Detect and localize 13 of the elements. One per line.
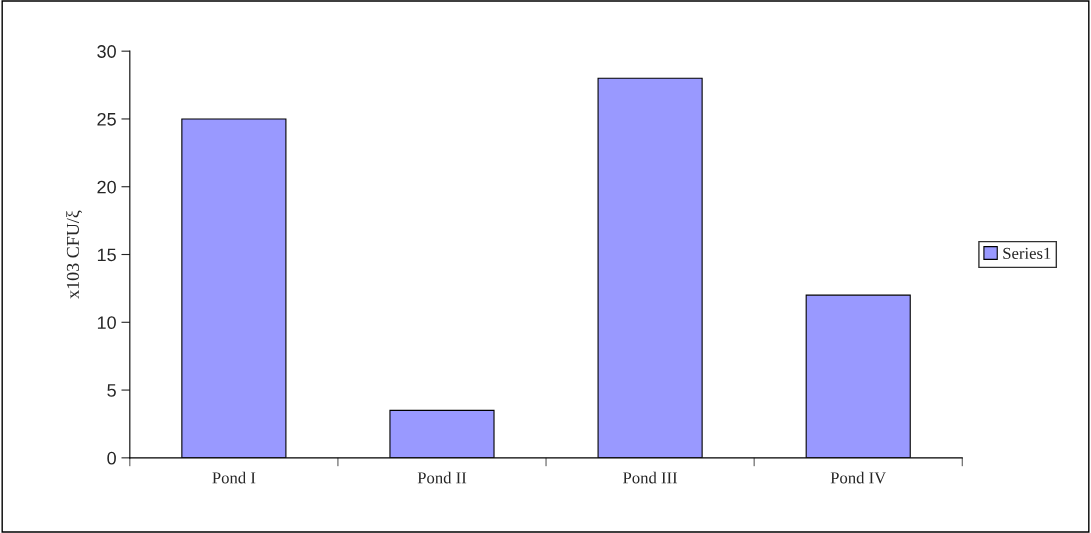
y-axis-title: x103 CFU/ξ — [66, 210, 83, 299]
x-tick-label: Pond III — [623, 471, 678, 484]
y-tick-label: 20 — [97, 180, 116, 194]
x-tick-label: Pond I — [212, 471, 256, 484]
x-tick-label: Pond II — [417, 471, 467, 484]
y-tick-label: 0 — [107, 451, 116, 465]
y-tick-label: 5 — [107, 384, 116, 397]
y-tick-label: 10 — [97, 316, 116, 330]
legend-label: Series1 — [1003, 247, 1051, 259]
y-tick-label: 25 — [97, 112, 116, 126]
x-tick-label: Pond IV — [830, 471, 887, 484]
y-tick-label: 15 — [97, 248, 116, 262]
y-tick-label: 30 — [97, 45, 116, 58]
